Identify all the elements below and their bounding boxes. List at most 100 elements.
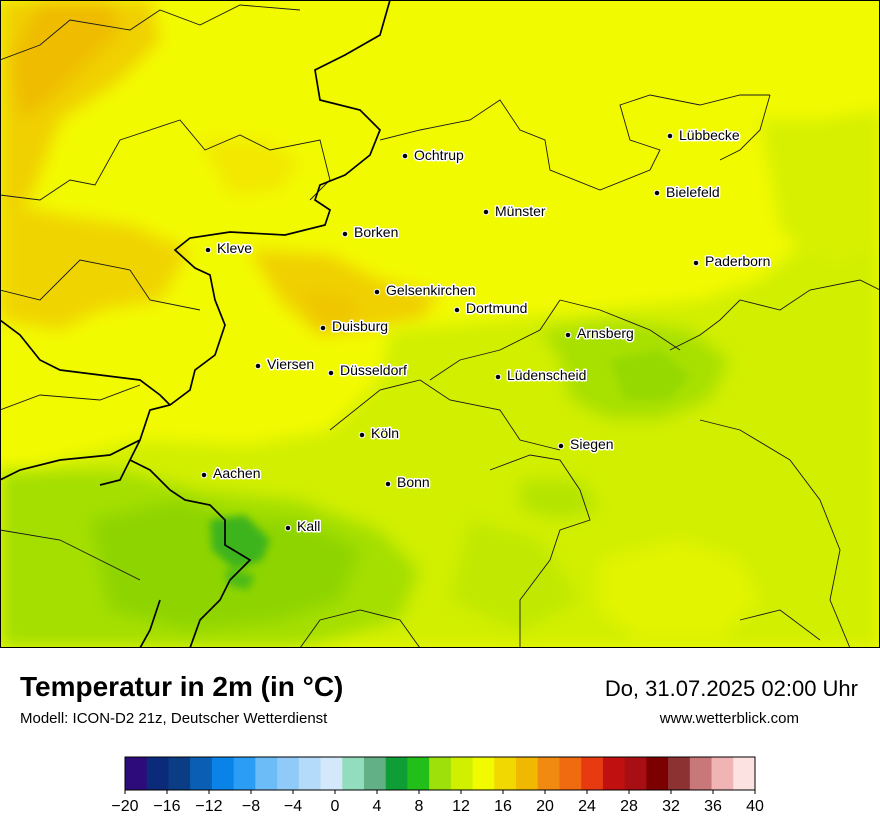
legend-tick-label: 0 [331, 798, 340, 815]
city-koln[interactable]: Köln [358, 424, 401, 443]
legend-swatch [168, 757, 191, 790]
model-info: Modell: ICON-D2 21z, Deutscher Wetterdie… [20, 710, 328, 727]
legend-tick-label: −4 [284, 798, 302, 815]
legend-swatch [472, 757, 495, 790]
city-label: Gelsenkirchen [386, 282, 476, 298]
city-dusseldorf[interactable]: Düsseldorf [327, 361, 409, 380]
city-markers: Lübbecke Ochtrup Bielefeld Münster Borke… [200, 126, 772, 536]
legend-swatch [646, 757, 669, 790]
city-dot [204, 246, 212, 254]
legend-swatch [363, 757, 387, 790]
city-arnsberg[interactable]: Arnsberg [564, 324, 635, 343]
city-dot [401, 152, 409, 160]
legend-tick-label: −16 [153, 798, 180, 815]
city-munster[interactable]: Münster [482, 202, 547, 221]
legend-tick-label: −20 [111, 798, 138, 815]
city-label: Bielefeld [666, 184, 720, 200]
chart-title: Temperatur in 2m (in °C) [20, 671, 344, 702]
legend-tick-label: 40 [746, 798, 764, 815]
city-dot [327, 369, 335, 377]
city-label: Aachen [213, 465, 260, 481]
city-dot [494, 373, 502, 381]
legend-tick-label: 32 [662, 798, 680, 815]
city-borken[interactable]: Borken [341, 223, 400, 242]
legend-swatch [146, 757, 169, 790]
legend-swatch [385, 757, 408, 790]
city-dot [653, 189, 661, 197]
legend-swatch [429, 757, 452, 790]
city-label: Viersen [267, 356, 314, 372]
city-label: Dortmund [466, 300, 527, 316]
city-label: Lüdenscheid [507, 367, 586, 383]
city-label: Kall [297, 518, 320, 534]
city-label: Düsseldorf [340, 362, 407, 378]
city-label: Köln [371, 425, 399, 441]
legend-swatch [255, 757, 278, 790]
city-dortmund[interactable]: Dortmund [453, 299, 529, 318]
legend-tick-label: −8 [242, 798, 260, 815]
legend-tick-label: −12 [195, 798, 222, 815]
legend-tick-label: 16 [494, 798, 512, 815]
legend-tick-label: 36 [704, 798, 722, 815]
website-link[interactable]: www.wetterblick.com [659, 710, 799, 727]
legend-swatch [233, 757, 256, 790]
city-dot [453, 306, 461, 314]
city-label: Münster [495, 203, 546, 219]
city-label: Kleve [217, 240, 252, 256]
city-label: Arnsberg [577, 325, 634, 341]
city-dot [319, 324, 327, 332]
city-dot [284, 524, 292, 532]
legend-swatch [211, 757, 235, 790]
legend-swatch [516, 757, 539, 790]
city-dot [564, 331, 572, 339]
city-ludenscheid[interactable]: Lüdenscheid [494, 366, 588, 385]
city-lubbecke[interactable]: Lübbecke [666, 126, 741, 145]
city-paderborn[interactable]: Paderborn [692, 252, 772, 271]
forecast-datetime: Do, 31.07.2025 02:00 Uhr [604, 676, 858, 701]
city-label: Bonn [397, 474, 430, 490]
state-borders [0, 0, 391, 648]
city-bonn[interactable]: Bonn [384, 473, 431, 492]
legend-swatch [450, 757, 474, 790]
city-dot [373, 288, 381, 296]
legend-swatch [320, 757, 343, 790]
legend-frame [124, 756, 756, 791]
city-bielefeld[interactable]: Bielefeld [653, 183, 721, 202]
city-gelsenkirchen[interactable]: Gelsenkirchen [373, 281, 477, 300]
city-label: Duisburg [332, 318, 388, 334]
legend-swatch [624, 757, 647, 790]
legend-tick-label: 28 [620, 798, 638, 815]
city-viersen[interactable]: Viersen [254, 355, 316, 374]
legend-swatch [494, 757, 517, 790]
city-label: Paderborn [705, 253, 770, 269]
legend-swatch [668, 757, 691, 790]
city-ochtrup[interactable]: Ochtrup [401, 146, 466, 165]
legend-swatch [298, 757, 322, 790]
city-aachen[interactable]: Aachen [200, 464, 262, 483]
legend-swatch [277, 757, 300, 790]
city-kall[interactable]: Kall [284, 517, 322, 536]
legend-swatch [559, 757, 582, 790]
city-dot [666, 132, 674, 140]
legend-tick-label: 12 [452, 798, 470, 815]
city-kleve[interactable]: Kleve [204, 239, 254, 258]
legend-swatch [342, 757, 365, 790]
legend-tick-label: 20 [536, 798, 554, 815]
city-dot [358, 431, 366, 439]
legend-swatches [125, 757, 756, 790]
city-siegen[interactable]: Siegen [557, 435, 615, 454]
legend-swatch [733, 757, 756, 790]
city-dot [557, 442, 565, 450]
city-dot [692, 259, 700, 267]
city-label: Ochtrup [414, 147, 464, 163]
legend-swatch [602, 757, 626, 790]
warm-zones [0, 0, 440, 335]
legend-tick-label: 24 [578, 798, 596, 815]
legend-swatch [711, 757, 734, 790]
city-duisburg[interactable]: Duisburg [319, 317, 390, 336]
legend-swatch [190, 757, 213, 790]
legend-ticks: −20 −16 −12 −8 −4 0 4 8 12 16 20 24 28 32 36 40 [111, 790, 764, 815]
color-legend: −20 −16 −12 −8 −4 0 4 8 12 16 20 24 28 32 36 40 [111, 756, 764, 815]
city-label: Lübbecke [679, 127, 740, 143]
city-label: Siegen [570, 436, 614, 452]
